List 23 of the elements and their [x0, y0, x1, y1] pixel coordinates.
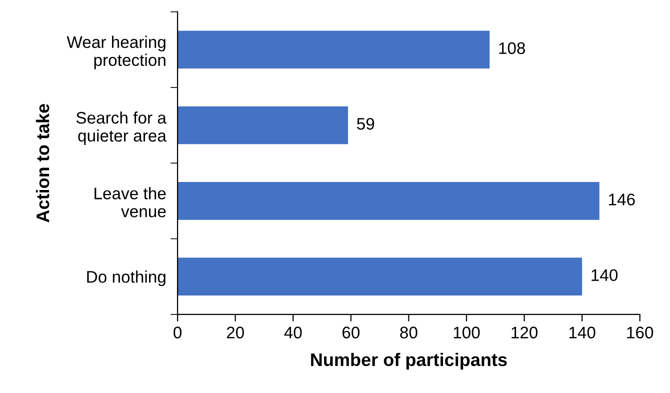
- y-tick-label: Do nothing: [87, 270, 166, 286]
- data-label: 108: [499, 42, 526, 54]
- x-axis-title: Number of participants: [311, 352, 507, 370]
- data-label: 59: [357, 118, 374, 130]
- bar: [178, 30, 490, 69]
- y-tick-label: Search for a quieter area: [76, 111, 166, 145]
- x-tick-label: 40: [284, 326, 302, 338]
- x-tick-label: 0: [174, 326, 182, 338]
- x-tick-label: 140: [569, 326, 596, 338]
- bar: [178, 182, 600, 220]
- x-tick-label: 20: [226, 326, 244, 338]
- x-tick-label: 160: [627, 326, 654, 338]
- x-tick-label: 100: [454, 326, 480, 338]
- x-tick-label: 80: [400, 326, 418, 338]
- y-axis-title: Action to take: [36, 104, 50, 222]
- x-tick-label: 60: [342, 326, 360, 338]
- bar: [178, 258, 582, 296]
- bar: [178, 106, 348, 144]
- data-label: 146: [609, 194, 635, 206]
- y-tick-label: Leave the venue: [94, 187, 166, 218]
- y-tick-label: Wear hearing protection: [66, 36, 166, 70]
- data-label: 140: [592, 269, 618, 282]
- x-tick-label: 120: [512, 326, 538, 338]
